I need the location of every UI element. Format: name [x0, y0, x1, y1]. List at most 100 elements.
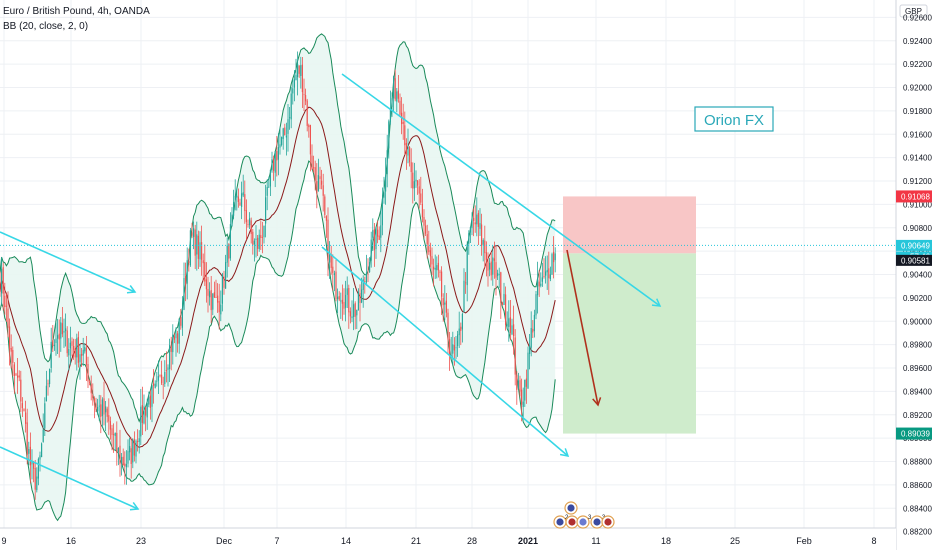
target-price-tag[interactable]: 0.89039 [901, 430, 930, 439]
current-price-tag-bg [896, 239, 932, 251]
candle-body [116, 432, 118, 453]
current-price-tag[interactable]: 0.90649 [901, 241, 930, 250]
candle-body [546, 269, 548, 273]
candle-body [21, 403, 23, 409]
currency-label[interactable]: GBP [905, 7, 922, 16]
candle-body [450, 355, 452, 357]
event-marker-c[interactable]: 3 [576, 515, 592, 529]
candle-body [426, 234, 428, 245]
time-tick-label[interactable]: 2021 [518, 536, 538, 546]
event-markers[interactable]: 233 [553, 501, 615, 529]
candle-body [137, 441, 139, 443]
price-tick-label[interactable]: 0.91600 [903, 130, 932, 139]
time-tick-label[interactable]: 18 [661, 536, 671, 546]
price-tick-label[interactable]: 0.89200 [903, 411, 932, 420]
price-tick-label[interactable]: 0.92400 [903, 37, 932, 46]
candle-body [100, 404, 102, 417]
candle-body [319, 176, 321, 179]
indicator-label[interactable]: BB (20, close, 2, 0) [3, 21, 89, 32]
candle-body [477, 212, 479, 227]
candle-body [255, 238, 257, 240]
time-tick-label[interactable]: 21 [411, 536, 421, 546]
candle-body [197, 235, 199, 259]
candle-body [423, 217, 425, 226]
candle-body [313, 167, 315, 169]
candle-body [436, 265, 438, 271]
candle-body [167, 367, 169, 370]
candle-body [81, 353, 83, 356]
price-tick-label[interactable]: 0.88400 [903, 504, 932, 513]
price-tick-label[interactable]: 0.90000 [903, 317, 932, 326]
candle-body [125, 463, 127, 468]
candle-body [36, 476, 38, 491]
price-tick-label[interactable]: 0.91200 [903, 177, 932, 186]
candle-body [140, 406, 142, 437]
candle-body [194, 229, 196, 256]
price-tick-label[interactable]: 0.91400 [903, 154, 932, 163]
time-tick-label[interactable]: Feb [796, 536, 812, 546]
price-tick-label[interactable]: 0.92200 [903, 60, 932, 69]
candle-body [279, 144, 281, 148]
candle-body [409, 146, 411, 163]
candle-body [383, 192, 385, 198]
candle-body [351, 316, 353, 319]
time-tick-label[interactable]: Dec [216, 536, 233, 546]
candle-body [373, 229, 375, 251]
price-tick-label[interactable]: 0.91000 [903, 200, 932, 209]
price-tick-label[interactable]: 0.89600 [903, 364, 932, 373]
entry-price-tag[interactable]: 0.90581 [901, 256, 930, 265]
candle-body [500, 272, 502, 303]
time-tick-label[interactable]: 23 [136, 536, 146, 546]
candle-body [410, 162, 412, 173]
time-tick-label[interactable]: 25 [730, 536, 740, 546]
candle-body [218, 300, 220, 313]
candle-body [554, 253, 556, 261]
event-marker-e[interactable] [601, 515, 615, 529]
price-tick-label[interactable]: 0.91800 [903, 107, 932, 116]
price-tick-label[interactable]: 0.88200 [903, 528, 932, 537]
price-tick-label[interactable]: 0.88800 [903, 458, 932, 467]
time-tick-label[interactable]: 7 [274, 536, 279, 546]
price-tick-label[interactable]: 0.88600 [903, 481, 932, 490]
candle-body [273, 159, 275, 171]
price-tick-label[interactable]: 0.89800 [903, 341, 932, 350]
price-tick-label[interactable]: 0.90800 [903, 224, 932, 233]
event-marker-b[interactable] [565, 515, 579, 529]
candle-body [202, 260, 204, 264]
candle-body [413, 181, 415, 189]
time-tick-label[interactable]: 14 [341, 536, 351, 546]
candle-body [95, 403, 97, 410]
time-tick-label[interactable]: 11 [591, 536, 600, 546]
candle-body [242, 192, 244, 196]
entry-price-tag-bg [896, 254, 932, 266]
time-tick-label[interactable]: 9 [1, 536, 6, 546]
time-axis[interactable]: 9 16 23 Dec 7 14 21 28 2021 11 18 25 Feb 8 [0, 527, 896, 550]
candle-body [514, 337, 516, 375]
drawings[interactable]: Orion FX [0, 73, 774, 511]
time-tick-label[interactable]: 8 [871, 536, 876, 546]
event-marker-a[interactable]: 2 [553, 515, 569, 529]
time-tick-label[interactable]: 16 [66, 536, 76, 546]
price-tick-label[interactable]: 0.90400 [903, 271, 932, 280]
price-tick-label[interactable]: 0.92000 [903, 84, 932, 93]
event-marker-top[interactable] [564, 501, 578, 515]
candle-body [506, 324, 508, 326]
candle-body [266, 186, 268, 196]
time-tick-label[interactable]: 28 [467, 536, 477, 546]
price-tick-label[interactable]: 0.89400 [903, 387, 932, 396]
candle-body [228, 244, 230, 259]
candle-body [460, 326, 462, 331]
candle-body [58, 333, 60, 340]
stop-price-tag[interactable]: 0.91068 [901, 192, 930, 201]
price-tick-label[interactable]: 0.92600 [903, 13, 932, 22]
symbol-title[interactable]: Euro / British Pound, 4h, OANDA [3, 6, 150, 17]
candle-body [241, 193, 243, 207]
price-tick-label[interactable]: 0.90200 [903, 294, 932, 303]
candle-body [7, 308, 9, 328]
candle-body [143, 406, 145, 424]
candle-body [338, 296, 340, 300]
watermark-box: Orion FX [694, 106, 774, 132]
